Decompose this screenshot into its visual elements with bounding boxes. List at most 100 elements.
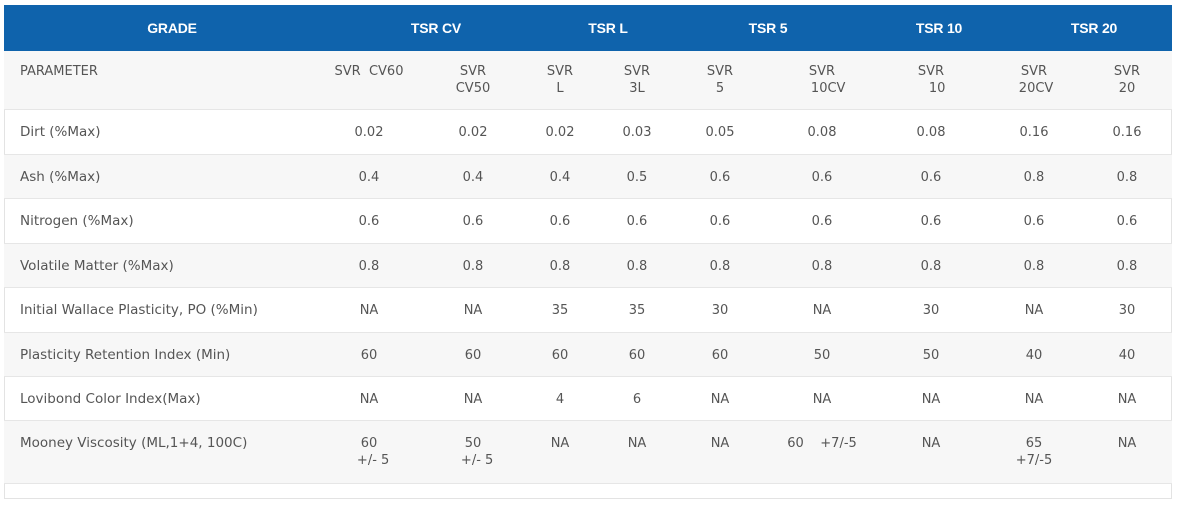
value-cell: 0.05: [675, 124, 765, 141]
column-header-line: 3L: [629, 81, 645, 96]
value-cell-line: 50: [464, 436, 482, 451]
value-cell: 50: [777, 347, 867, 364]
parameter-label: Plasticity Retention Index (Min): [20, 347, 231, 363]
column-header-line: 10CV: [798, 81, 846, 96]
value-cell: 0.02: [515, 124, 605, 141]
value-cell-line: NA: [921, 436, 941, 451]
value-cell: 0.02: [324, 124, 414, 141]
value-cell-line: 30: [922, 303, 940, 318]
value-cell: 0.16: [1082, 124, 1172, 141]
grade-group-header: TSR L: [588, 20, 628, 36]
value-cell: 0.6: [428, 213, 518, 230]
value-cell: 0.6: [777, 213, 867, 230]
value-cell-line: 0.6: [462, 214, 484, 229]
value-cell: 0.16: [989, 124, 1079, 141]
value-cell-line: 0.8: [1116, 259, 1138, 274]
value-cell: NA: [324, 302, 414, 319]
column-header: SVR 20CV: [989, 63, 1079, 97]
value-cell-line: NA: [1117, 392, 1137, 407]
column-header: SVR 10CV: [777, 63, 867, 97]
value-cell: 0.4: [428, 169, 518, 186]
value-cell-line: 0.4: [462, 170, 484, 185]
value-cell: 0.08: [886, 124, 976, 141]
parameter-label: Initial Wallace Plasticity, PO (%Min): [20, 302, 258, 318]
value-cell: 0.8: [324, 258, 414, 275]
column-header: SVR 3L: [592, 63, 682, 97]
column-header-line: 20CV: [1014, 81, 1054, 96]
value-cell-line: 50: [922, 348, 940, 363]
value-cell: 0.8: [592, 258, 682, 275]
column-header-line: 10: [916, 81, 946, 96]
column-header-line: SVR: [1113, 64, 1141, 79]
value-cell: 60: [515, 347, 605, 364]
value-cell: 0.6: [592, 213, 682, 230]
value-cell-line: 0.16: [1112, 125, 1142, 140]
parameter-label: Lovibond Color Index(Max): [20, 391, 201, 407]
value-cell-line: 0.8: [1116, 170, 1138, 185]
value-cell-line: 0.8: [549, 259, 571, 274]
value-cell: NA: [886, 435, 976, 452]
value-cell-line: 0.02: [545, 125, 575, 140]
column-header-line: L: [556, 81, 564, 96]
value-cell-line: 0.08: [807, 125, 837, 140]
value-cell-line: NA: [710, 392, 730, 407]
value-cell: NA: [989, 302, 1079, 319]
value-cell-line: 0.8: [811, 259, 833, 274]
column-header-line: SVR: [706, 64, 734, 79]
value-cell: 0.8: [989, 169, 1079, 186]
value-cell-line: 0.8: [462, 259, 484, 274]
column-header-line: SVR: [623, 64, 651, 79]
parameter-header-row: PARAMETER SVR CV60 SVR CV50 SVR L SVR 3L SVR 5 SVR…: [4, 51, 1172, 110]
parameter-label: Dirt (%Max): [20, 124, 101, 140]
value-cell-line: 0.8: [358, 259, 380, 274]
value-cell-line: 30: [711, 303, 729, 318]
value-cell: 0.6: [886, 169, 976, 186]
value-cell: 4: [515, 391, 605, 408]
value-cell: NA: [777, 302, 867, 319]
parameter-label: Ash (%Max): [20, 169, 101, 185]
column-header-line: SVR: [459, 64, 487, 79]
value-cell: NA: [1082, 435, 1172, 452]
value-cell: NA: [777, 391, 867, 408]
value-cell-line: 60: [360, 348, 378, 363]
value-cell-line: 0.03: [622, 125, 652, 140]
table-row: Ash (%Max) 0.4 0.4 0.4 0.5 0.6 0.6 0.6 0.8 0.8: [4, 155, 1172, 199]
column-header: SVR CV50: [428, 63, 518, 97]
value-cell: 0.02: [428, 124, 518, 141]
column-header-line: SVR: [808, 64, 836, 79]
value-cell-line: 0.6: [549, 214, 571, 229]
value-cell: 0.6: [886, 213, 976, 230]
value-cell-line: 0.6: [920, 170, 942, 185]
value-cell-line: NA: [463, 392, 483, 407]
value-cell-line: 0.6: [920, 214, 942, 229]
value-cell: 0.6: [675, 169, 765, 186]
value-cell: 30: [1082, 302, 1172, 319]
grade-group-header: TSR 10: [915, 20, 963, 36]
value-cell: NA: [989, 391, 1079, 408]
value-cell-line: NA: [812, 392, 832, 407]
value-cell: 60: [592, 347, 682, 364]
value-cell-line: 0.08: [916, 125, 946, 140]
table-header: GRADE TSR CV TSR L TSR 5 TSR 10 TSR 20: [4, 5, 1172, 51]
value-cell-line: NA: [921, 392, 941, 407]
value-cell-line: NA: [359, 303, 379, 318]
value-cell: 0.8: [777, 258, 867, 275]
value-cell: 0.8: [515, 258, 605, 275]
value-cell-line: 50: [813, 348, 831, 363]
value-cell: 0.8: [428, 258, 518, 275]
value-cell-line: NA: [812, 303, 832, 318]
value-cell: 35: [515, 302, 605, 319]
value-cell: 0.08: [777, 124, 867, 141]
value-cell-line: 60: [711, 348, 729, 363]
column-header: SVR 10: [886, 63, 976, 97]
value-cell: 50 +/- 5: [428, 435, 518, 469]
value-cell: 0.8: [886, 258, 976, 275]
value-cell-line: NA: [1024, 392, 1044, 407]
value-cell: 0.8: [1082, 258, 1172, 275]
value-cell: 35: [592, 302, 682, 319]
value-cell-line: +/- 5: [452, 453, 494, 468]
value-cell-line: NA: [710, 436, 730, 451]
value-cell-line: 0.05: [705, 125, 735, 140]
value-cell-line: 65: [1025, 436, 1043, 451]
value-cell: 60 +/- 5: [324, 435, 414, 469]
